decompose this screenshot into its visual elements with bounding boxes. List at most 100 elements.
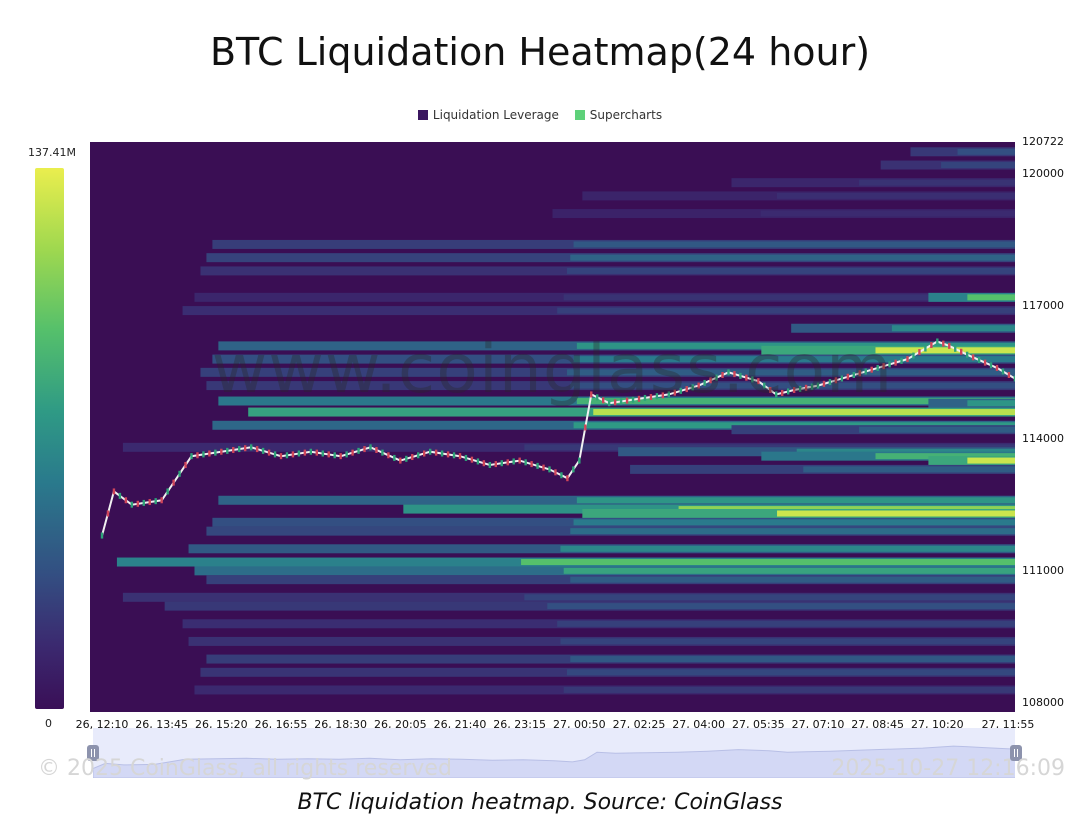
price-candle <box>828 379 832 386</box>
price-candle <box>679 387 682 394</box>
time-range-scrollbar[interactable] <box>92 728 1047 779</box>
price-candle <box>542 464 545 471</box>
heatmap-plot[interactable] <box>90 142 1015 712</box>
price-candle <box>417 452 420 459</box>
price-candle <box>852 371 855 378</box>
price-candle <box>208 450 211 457</box>
price-candle <box>631 396 635 403</box>
price-candle <box>476 458 480 465</box>
colorbar[interactable] <box>35 168 64 709</box>
price-candle <box>572 466 575 473</box>
price-candle <box>1007 371 1011 378</box>
price-candle <box>399 457 402 464</box>
price-candle <box>106 510 110 517</box>
price-candle <box>363 446 366 453</box>
mini-price-line <box>92 745 1047 779</box>
price-candle <box>948 342 951 349</box>
price-candle <box>721 371 724 378</box>
price-candle <box>822 380 826 387</box>
x-tick-label: 26, 13:45 <box>135 718 189 731</box>
price-candle <box>232 446 235 453</box>
timestamp-text: 2025-10-27 12:16:09 <box>831 756 1065 781</box>
price-candle <box>971 354 975 361</box>
legend-item-supercharts[interactable]: Supercharts <box>574 108 662 122</box>
liquidation-band-peak <box>967 457 1015 464</box>
price-candle <box>989 362 993 369</box>
price-candle <box>930 341 933 348</box>
x-tick-label: 26, 12:10 <box>75 718 129 731</box>
liquidation-band-peak <box>570 382 1015 389</box>
price-candle <box>757 378 760 385</box>
price-candle <box>267 449 271 456</box>
price-candle <box>405 455 408 462</box>
price-candle <box>411 454 414 461</box>
x-tick-label: 27, 02:25 <box>612 718 666 731</box>
liquidation-band-peak <box>570 254 1015 261</box>
x-tick-label: 26, 20:05 <box>373 718 427 731</box>
price-candle <box>226 447 229 454</box>
liquidation-band-peak <box>593 409 1015 416</box>
price-candle <box>196 452 199 459</box>
liquidation-band-peak <box>859 426 1015 433</box>
liquidation-band-peak <box>576 398 1015 405</box>
price-candle <box>584 424 587 431</box>
price-candle <box>333 452 336 459</box>
price-candle <box>309 448 313 455</box>
price-candle <box>685 386 688 393</box>
price-candle <box>715 374 718 381</box>
scrollbar-left-handle[interactable] <box>87 745 99 761</box>
liquidation-band-peak <box>563 686 1015 693</box>
price-candle <box>894 359 897 366</box>
price-candle <box>1001 368 1005 375</box>
price-candle <box>357 447 360 454</box>
price-candle <box>673 389 676 396</box>
price-candle <box>321 450 324 457</box>
price-candle <box>452 452 456 459</box>
copyright-text: © 2025 CoinGlass, all rights reserved <box>38 756 452 781</box>
price-candle <box>781 389 784 396</box>
liquidation-band-peak <box>524 594 1015 601</box>
price-candle <box>351 449 354 456</box>
price-candle <box>190 453 193 460</box>
price-candle <box>596 394 599 401</box>
scrollbar-right-handle[interactable] <box>1010 745 1022 761</box>
price-candle <box>494 461 497 468</box>
price-candle <box>482 460 486 467</box>
legend-swatch-liquidation-leverage <box>417 110 428 120</box>
liquidation-band-peak <box>563 294 1015 301</box>
legend-item-liquidation-leverage[interactable]: Liquidation Leverage <box>417 108 559 122</box>
price-candle <box>500 460 503 467</box>
liquidation-band-peak <box>760 210 1015 217</box>
price-candle <box>960 348 963 355</box>
price-candle <box>613 399 617 406</box>
price-candle <box>339 453 342 460</box>
price-candle <box>965 351 969 358</box>
colorbar-min-label: 0 <box>45 717 52 730</box>
x-tick-label: 27, 11:55 <box>981 718 1035 731</box>
liquidation-band-peak <box>567 267 1015 274</box>
figure-caption: BTC liquidation heatmap. Source: CoinGla… <box>297 790 783 815</box>
price-candle <box>518 457 521 464</box>
price-candle <box>900 357 903 364</box>
price-candle <box>769 386 772 393</box>
price-candle <box>428 448 432 455</box>
price-candle <box>536 462 539 469</box>
price-candle <box>607 400 611 407</box>
price-candle <box>906 356 909 363</box>
price-candle <box>369 444 372 451</box>
price-candle <box>846 373 850 380</box>
price-candle <box>995 364 999 371</box>
price-candle <box>936 338 939 345</box>
price-candle <box>560 472 563 479</box>
price-candle <box>393 454 396 461</box>
price-candle <box>548 466 551 473</box>
price-candle <box>655 393 659 400</box>
price-candle <box>602 397 605 404</box>
price-candle <box>739 372 742 379</box>
price-candle <box>458 453 462 460</box>
price-candle <box>160 497 163 504</box>
price-candle <box>142 499 145 506</box>
price-candle <box>285 452 289 459</box>
price-candle <box>136 500 139 507</box>
x-tick-label: 26, 16:55 <box>254 718 308 731</box>
